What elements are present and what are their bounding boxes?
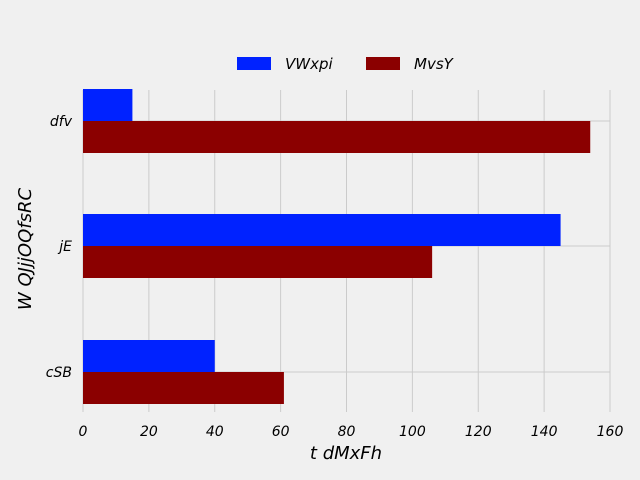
x-tick-label: 0 (79, 424, 88, 440)
x-tick-label: 160 (597, 424, 624, 440)
bar-series-2-jE (83, 246, 433, 278)
bar-series-1-cSB (83, 340, 215, 372)
legend: VWxpi MvsY (237, 55, 455, 73)
bars (83, 89, 591, 404)
y-axis-label: W QJjjOQfsRC (15, 188, 36, 311)
x-tick-label: 140 (531, 424, 558, 440)
bar-series-2-cSB (83, 372, 284, 404)
y-tick-label: cSB (46, 365, 72, 381)
legend-swatch-series-2 (366, 57, 400, 70)
x-axis-label: t dMxFh (310, 443, 382, 464)
x-tick-labels: 0 20 40 60 80 100 120 140 160 (79, 424, 624, 440)
x-tick-label: 60 (272, 424, 290, 440)
legend-swatch-series-1 (237, 57, 271, 70)
bar-series-1-jE (83, 214, 561, 246)
y-tick-labels: dfv jE cSB (46, 114, 73, 381)
bar-series-2-dfv (83, 121, 591, 153)
x-tick-label: 40 (206, 424, 224, 440)
x-tick-label: 100 (399, 424, 426, 440)
legend-label-series-2: MvsY (414, 55, 455, 73)
x-tick-label: 120 (465, 424, 492, 440)
y-tick-label: dfv (50, 114, 73, 130)
bar-series-1-dfv (83, 89, 133, 121)
y-tick-label: jE (57, 239, 72, 255)
x-tick-label: 80 (338, 424, 356, 440)
legend-label-series-1: VWxpi (285, 55, 333, 73)
x-tick-label: 20 (140, 424, 158, 440)
